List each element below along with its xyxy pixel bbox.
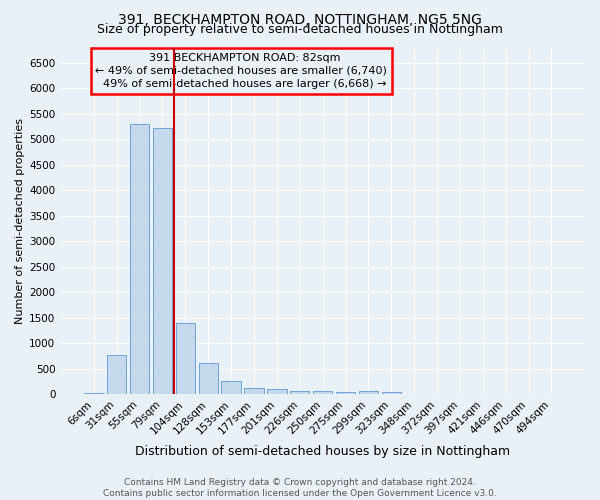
Bar	[267, 390, 287, 394]
Text: Size of property relative to semi-detached houses in Nottingham: Size of property relative to semi-detach…	[97, 22, 503, 36]
Text: Contains HM Land Registry data © Crown copyright and database right 2024.
Contai: Contains HM Land Registry data © Crown c…	[103, 478, 497, 498]
Bar	[290, 392, 310, 394]
X-axis label: Distribution of semi-detached houses by size in Nottingham: Distribution of semi-detached houses by …	[135, 444, 510, 458]
Bar	[244, 388, 264, 394]
Bar	[221, 382, 241, 394]
Y-axis label: Number of semi-detached properties: Number of semi-detached properties	[15, 118, 25, 324]
Bar	[84, 393, 104, 394]
Bar	[176, 323, 195, 394]
Bar	[313, 392, 332, 394]
Bar	[107, 354, 127, 395]
Bar	[336, 392, 355, 394]
Bar	[130, 124, 149, 394]
Text: 391 BECKHAMPTON ROAD: 82sqm
← 49% of semi-detached houses are smaller (6,740)
  : 391 BECKHAMPTON ROAD: 82sqm ← 49% of sem…	[95, 52, 387, 89]
Bar	[199, 363, 218, 394]
Bar	[382, 392, 401, 394]
Bar	[359, 392, 378, 394]
Text: 391, BECKHAMPTON ROAD, NOTTINGHAM, NG5 5NG: 391, BECKHAMPTON ROAD, NOTTINGHAM, NG5 5…	[118, 12, 482, 26]
Bar	[153, 128, 172, 394]
